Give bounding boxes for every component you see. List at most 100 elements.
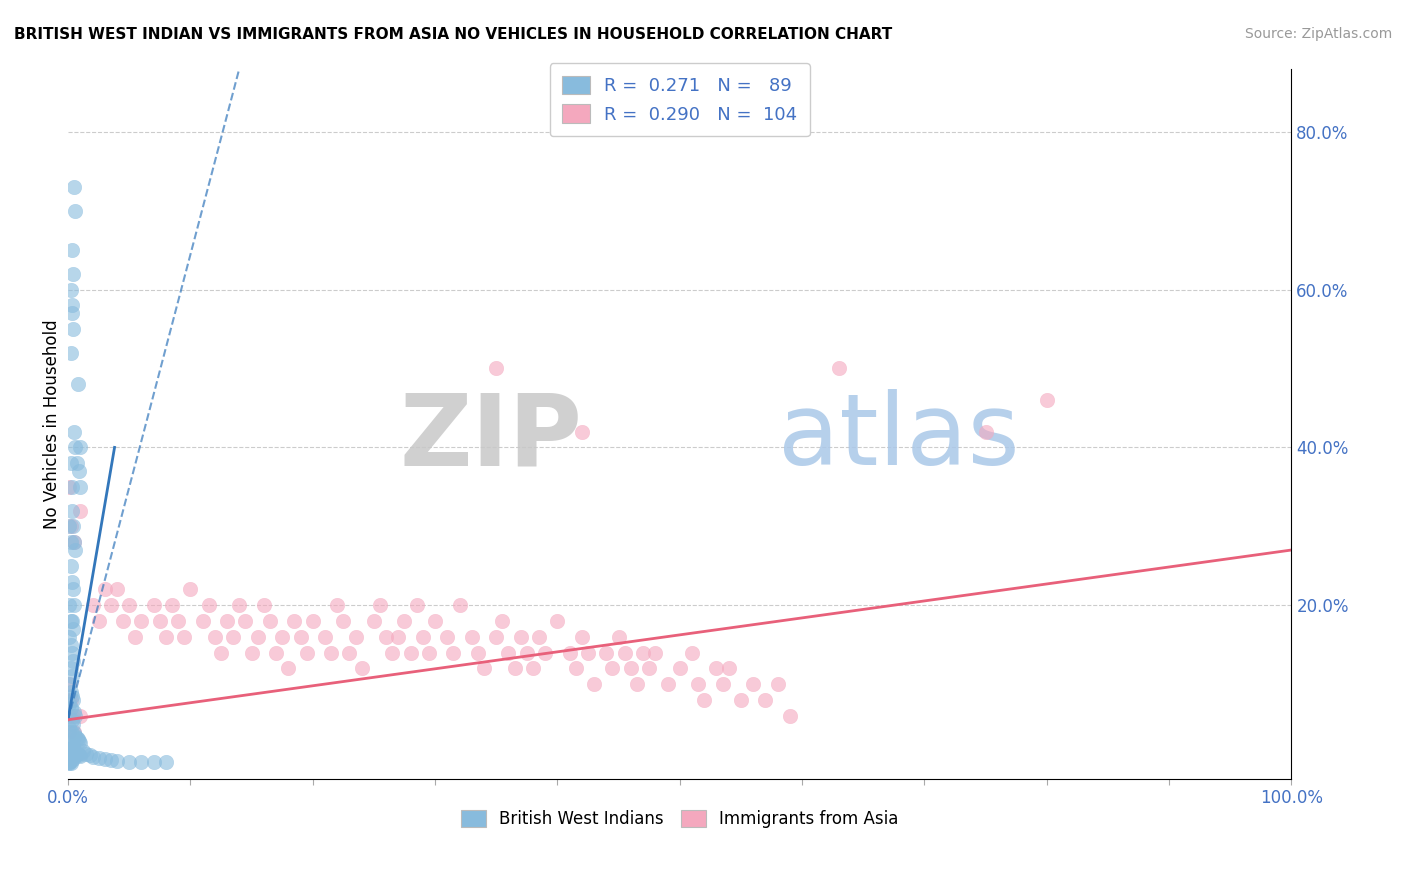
Legend: British West Indians, Immigrants from Asia: British West Indians, Immigrants from As… xyxy=(454,803,905,835)
Point xyxy=(62,653,84,667)
Point xyxy=(66,456,89,470)
Point xyxy=(197,599,219,613)
Point xyxy=(1036,392,1059,407)
Point xyxy=(314,630,336,644)
Point xyxy=(142,756,165,770)
Point xyxy=(399,646,422,660)
Point xyxy=(149,614,172,628)
Point xyxy=(711,677,734,691)
Point xyxy=(644,646,666,660)
Point xyxy=(59,456,82,470)
Point xyxy=(59,756,82,771)
Point xyxy=(60,614,83,628)
Point xyxy=(688,677,710,691)
Point xyxy=(155,630,177,644)
Point xyxy=(62,582,84,597)
Point xyxy=(209,646,232,660)
Point xyxy=(467,646,489,660)
Point xyxy=(59,750,82,764)
Point xyxy=(105,582,128,597)
Point xyxy=(59,693,82,707)
Point xyxy=(65,441,87,455)
Point xyxy=(94,582,117,597)
Point xyxy=(58,756,80,770)
Point xyxy=(131,614,153,628)
Point xyxy=(66,747,89,761)
Point xyxy=(558,646,581,660)
Point xyxy=(60,751,83,765)
Point xyxy=(681,646,703,660)
Point xyxy=(63,726,86,740)
Text: atlas: atlas xyxy=(778,390,1019,486)
Y-axis label: No Vehicles in Household: No Vehicles in Household xyxy=(44,319,60,529)
Point xyxy=(576,646,599,660)
Point xyxy=(58,519,80,533)
Point xyxy=(58,599,80,613)
Point xyxy=(66,377,89,392)
Point xyxy=(204,630,226,644)
Point xyxy=(498,646,520,660)
Point xyxy=(58,742,80,756)
Point xyxy=(58,630,80,644)
Point xyxy=(503,661,526,675)
Point xyxy=(59,685,82,699)
Text: Source: ZipAtlas.com: Source: ZipAtlas.com xyxy=(1244,27,1392,41)
Point xyxy=(82,599,104,613)
Point xyxy=(58,749,80,764)
Point xyxy=(191,614,214,628)
Point xyxy=(602,661,624,675)
Point xyxy=(58,753,80,767)
Point xyxy=(387,630,409,644)
Point xyxy=(59,519,82,533)
Point xyxy=(58,480,80,494)
Point xyxy=(974,425,997,439)
Point xyxy=(339,646,361,660)
Point xyxy=(754,693,776,707)
Point xyxy=(319,646,342,660)
Point xyxy=(75,747,97,761)
Point xyxy=(485,361,508,376)
Point xyxy=(59,283,82,297)
Point xyxy=(394,614,416,628)
Point xyxy=(240,646,263,660)
Point xyxy=(62,322,84,336)
Point xyxy=(485,630,508,644)
Point xyxy=(62,752,84,766)
Point xyxy=(65,729,87,743)
Point xyxy=(62,622,84,636)
Point xyxy=(828,361,851,376)
Point xyxy=(491,614,513,628)
Point xyxy=(332,614,354,628)
Point xyxy=(124,630,146,644)
Point xyxy=(63,425,86,439)
Point xyxy=(59,754,82,768)
Point xyxy=(441,646,464,660)
Point xyxy=(693,693,716,707)
Point xyxy=(173,630,195,644)
Point xyxy=(58,693,80,707)
Point xyxy=(60,689,83,703)
Point xyxy=(87,751,110,765)
Point xyxy=(730,693,752,707)
Point xyxy=(363,614,385,628)
Point xyxy=(118,755,141,769)
Point xyxy=(58,755,80,769)
Point xyxy=(62,693,84,707)
Point xyxy=(565,661,588,675)
Point xyxy=(60,574,83,589)
Point xyxy=(449,599,471,613)
Point xyxy=(717,661,740,675)
Point xyxy=(620,661,643,675)
Point xyxy=(58,736,80,750)
Point xyxy=(63,535,86,549)
Point xyxy=(62,740,84,755)
Point xyxy=(62,267,84,281)
Point xyxy=(368,599,391,613)
Point xyxy=(235,614,257,628)
Point xyxy=(290,630,312,644)
Point xyxy=(412,630,434,644)
Point xyxy=(60,646,83,660)
Point xyxy=(67,748,90,763)
Point xyxy=(534,646,557,660)
Point xyxy=(79,748,101,763)
